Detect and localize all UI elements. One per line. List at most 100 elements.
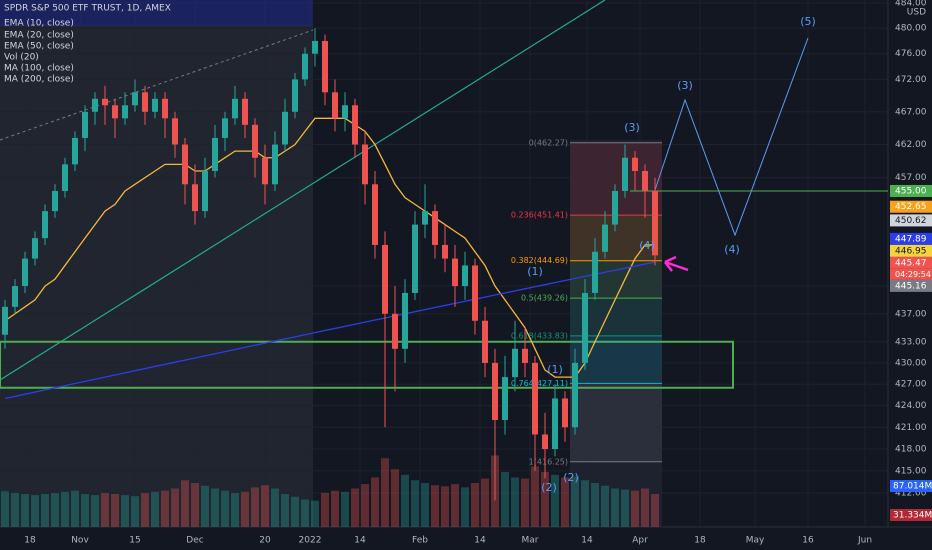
candle-body: [522, 348, 528, 363]
volume-bar: [551, 474, 559, 527]
candle-body: [272, 144, 278, 185]
volume-bar: [261, 485, 269, 527]
x-tick-label: Jun: [857, 536, 872, 546]
x-tick-label: 18: [24, 536, 36, 546]
fib-label: 0.236(451.41): [511, 211, 568, 220]
candle-body: [512, 348, 518, 378]
price-badge-label: 445.16: [895, 281, 927, 291]
y-tick-label: 433.00: [895, 337, 927, 347]
volume-bar: [171, 488, 179, 527]
candle-body: [312, 40, 318, 54]
indicator-line: [4, 261, 656, 400]
candle-body: [642, 170, 648, 191]
currency: USD: [907, 8, 926, 18]
volume-bar: [571, 476, 579, 527]
volume-bar: [301, 499, 309, 527]
volume-bar: [531, 466, 539, 527]
candle-body: [492, 362, 498, 421]
wave-projection: [654, 37, 809, 237]
x-tick-label: 2022: [299, 536, 322, 546]
x-tick-label: 14: [474, 536, 486, 546]
candle-body: [422, 211, 428, 225]
candle-body: [342, 105, 348, 119]
candle-body: [382, 244, 388, 314]
volume-badge-label: 87.014M: [893, 482, 932, 492]
volume-bar: [391, 469, 399, 527]
volume-bar: [81, 494, 89, 527]
candle-body: [602, 224, 608, 252]
candle-body: [172, 118, 178, 145]
price-badge: [890, 256, 932, 269]
x-tick-label: Feb: [412, 536, 428, 546]
volume-bar: [481, 478, 489, 527]
candle-body: [332, 92, 338, 119]
trendline: [0, 29, 314, 141]
volume-bar: [591, 483, 599, 527]
candle-body: [182, 144, 188, 185]
volume-bar: [291, 496, 299, 527]
candle-body: [12, 286, 18, 307]
candle-body: [632, 157, 638, 171]
price-badge: [890, 279, 932, 292]
y-tick-label: 467.00: [895, 107, 927, 117]
volume-bar: [101, 492, 109, 527]
candle-body: [402, 292, 408, 349]
volume-bar: [361, 484, 369, 527]
volume-bar: [341, 491, 349, 527]
support-zone: [0, 340, 734, 389]
volume-bar: [561, 477, 569, 527]
volume-bar: [441, 486, 449, 527]
candle-body: [112, 105, 118, 119]
volume-bar: [231, 492, 239, 527]
candle-body: [222, 118, 228, 138]
volume-bar: [581, 480, 589, 527]
price-badge-label: 445.47: [895, 258, 927, 268]
candle-body: [242, 98, 248, 125]
y-tick-label: 412.00: [895, 489, 927, 499]
y-tick-label: 472.00: [895, 75, 927, 85]
volume-bar: [181, 480, 189, 527]
y-tick-label: 424.00: [895, 401, 927, 411]
legend-entry: MA (100, close): [4, 64, 74, 74]
volume-bar: [131, 496, 139, 527]
candle-body: [532, 362, 538, 435]
volume-bar: [311, 500, 319, 527]
volume-bar: [141, 492, 149, 527]
y-tick-label: 430.00: [895, 358, 927, 368]
y-tick-label: 427.00: [895, 380, 927, 390]
wave-label: (2): [563, 471, 579, 484]
price-badge: [890, 184, 932, 197]
candle-body: [622, 157, 628, 191]
price-badge-label: 447.89: [895, 234, 927, 244]
volume-bar: [1, 491, 9, 527]
price-badge: [890, 214, 932, 227]
candle-body: [322, 40, 328, 93]
candle-body: [152, 98, 158, 112]
volume-bar: [201, 485, 209, 527]
candle-body: [472, 265, 478, 321]
candle-body: [232, 98, 238, 119]
fib-label: 0.764(427.11): [511, 379, 568, 388]
fib-label: 0.5(439.26): [521, 294, 568, 303]
candle-body: [302, 53, 308, 80]
price-badge-label: 452.65: [895, 202, 927, 212]
wave-label: (1): [527, 265, 543, 278]
volume-bar: [621, 489, 629, 527]
candle-body: [542, 434, 548, 450]
volume-bar: [241, 491, 249, 527]
volume-bar: [31, 495, 39, 527]
x-tick-label: 20: [259, 536, 271, 546]
volume-bar: [651, 494, 659, 527]
price-badge-label: 450.62: [895, 216, 927, 226]
candle-body: [122, 105, 128, 119]
volume-badge: [890, 509, 932, 521]
volume-bar: [351, 488, 359, 527]
candle-body: [582, 292, 588, 363]
candle-body: [262, 157, 268, 185]
x-tick-label: 15: [129, 536, 140, 546]
legend-title: SPDR S&P 500 ETF TRUST, 1D, AMEX: [4, 4, 171, 14]
volume-bar: [251, 487, 259, 527]
volume-bar: [451, 484, 459, 527]
candle-body: [552, 398, 558, 450]
volume-bar: [331, 490, 339, 527]
